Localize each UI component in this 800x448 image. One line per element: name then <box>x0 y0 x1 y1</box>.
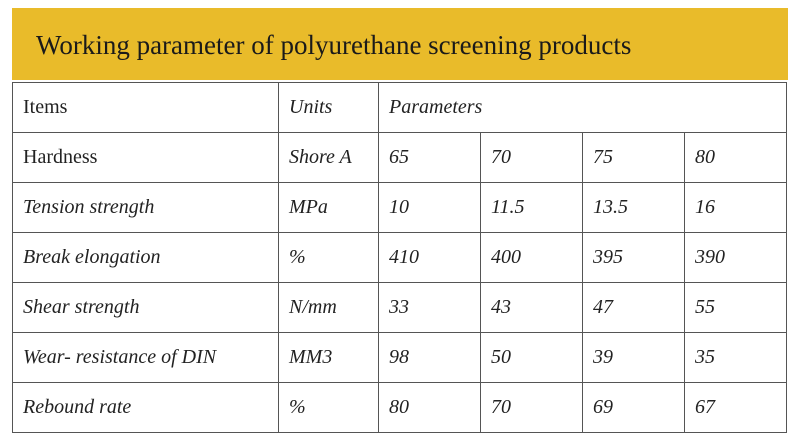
table-cell: 410 <box>378 232 481 283</box>
title: Working parameter of polyurethane screen… <box>36 30 632 60</box>
table-row: Rebound rate% 80 70 69 67 <box>12 382 788 433</box>
table-cell: 39 <box>582 332 685 383</box>
table-cell: 13.5 <box>582 182 685 233</box>
table-cell: Tension strength <box>12 182 279 233</box>
table-cell: 98 <box>378 332 481 383</box>
table-cell: 35 <box>683 332 788 383</box>
table-row: Break elongation% 410 400 395 390 <box>12 232 788 283</box>
table-cell: N/mm <box>278 282 379 333</box>
table-row: Shear strength N/mm 33 43 47 55 <box>12 282 788 333</box>
table-cell: Wear- resistance of DIN <box>12 332 279 383</box>
table-cell: MM3 <box>278 332 379 383</box>
table-cell: 400 <box>480 232 583 283</box>
table-cell: 80 <box>683 132 788 183</box>
table-cell: 80 <box>378 382 481 433</box>
table-cell: 50 <box>480 332 583 383</box>
table-cell: 69 <box>582 382 685 433</box>
table-row: Wear- resistance of DIN MM3 98 50 39 35 <box>12 332 788 383</box>
table-cell: Shore A <box>278 132 379 183</box>
table-cell: 47 <box>582 282 685 333</box>
table-cell: 33 <box>378 282 481 333</box>
table-cell: Parameters <box>377 82 788 133</box>
table-cell: 10 <box>378 182 481 233</box>
table-cell: 43 <box>480 282 583 333</box>
table-row: Tension strength MPa 10 11.5 13.5 16 <box>12 182 788 233</box>
table-row: Hardness Shore A 65 70 75 80 <box>12 132 788 183</box>
header-row: Items Units Parameters <box>12 82 788 133</box>
table-cell: 70 <box>480 132 583 183</box>
table-cell: Hardness <box>12 132 279 183</box>
table-cell: 70 <box>480 382 583 433</box>
table-cell: 390 <box>683 232 788 283</box>
table-cell: % <box>278 232 379 283</box>
table-cell: % <box>278 382 379 433</box>
table-cell: Shear strength <box>12 282 279 333</box>
table-cell: 16 <box>683 182 788 233</box>
table-cell: 67 <box>683 382 788 433</box>
table-cell: Rebound rate <box>12 382 279 433</box>
parameter-table: Items Units Parameters Hardness Shore A 65 70 7… <box>12 82 788 433</box>
table-cell: MPa <box>278 182 379 233</box>
table-cell: 11.5 <box>480 182 583 233</box>
table-cell: 65 <box>378 132 481 183</box>
table-cell: Break elongation <box>12 232 279 283</box>
table-cell: 395 <box>582 232 685 283</box>
table-cell: Units <box>278 82 379 133</box>
table-cell: 55 <box>683 282 788 333</box>
table-cell: Items <box>12 82 279 133</box>
table-cell: 75 <box>582 132 685 183</box>
title-banner: Working parameter of polyurethane screen… <box>12 8 788 80</box>
